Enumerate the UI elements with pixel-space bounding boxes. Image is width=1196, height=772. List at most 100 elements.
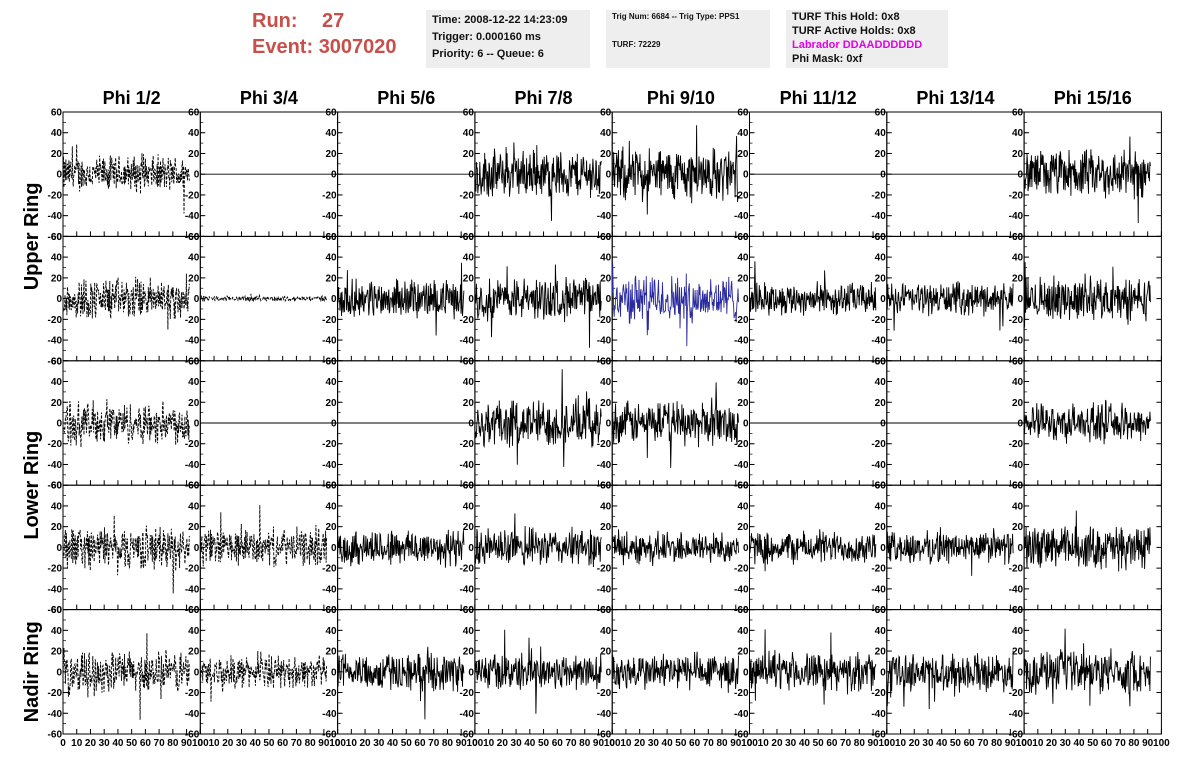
y-tick-label: -60 bbox=[1009, 481, 1024, 492]
y-tick-label: -60 bbox=[597, 730, 612, 741]
y-tick-label: -20 bbox=[48, 315, 63, 326]
y-tick-label: 60 bbox=[325, 605, 337, 616]
y-tick-label: -60 bbox=[459, 356, 474, 367]
y-tick-label: -40 bbox=[871, 709, 886, 720]
y-tick-label: 20 bbox=[325, 273, 337, 284]
y-tick-label: 60 bbox=[325, 481, 337, 492]
y-tick-label: 60 bbox=[875, 108, 887, 119]
y-tick-label: 20 bbox=[1012, 398, 1024, 409]
column-title: Phi 3/4 bbox=[240, 88, 298, 108]
y-tick-label: 60 bbox=[463, 481, 475, 492]
x-tick-label: 90 bbox=[1005, 738, 1017, 749]
y-tick-label: 0 bbox=[56, 419, 62, 430]
waveform-trace bbox=[1023, 136, 1151, 224]
x-tick-label: 40 bbox=[524, 738, 536, 749]
time-text: Time: 2008-12-22 14:23:09 bbox=[432, 14, 568, 26]
y-tick-label: -60 bbox=[871, 232, 886, 243]
x-tick-label: 0 bbox=[609, 738, 615, 749]
y-tick-label: 0 bbox=[194, 170, 200, 181]
waveform-trace bbox=[337, 262, 465, 336]
y-tick-label: 20 bbox=[325, 522, 337, 533]
run-label: Run: bbox=[252, 10, 298, 32]
y-tick-label: 0 bbox=[1018, 170, 1024, 181]
y-tick-label: -20 bbox=[597, 315, 612, 326]
y-tick-label: -60 bbox=[185, 605, 200, 616]
y-tick-label: -60 bbox=[185, 730, 200, 741]
y-tick-label: -40 bbox=[597, 336, 612, 347]
waveform-trace bbox=[62, 399, 190, 448]
y-tick-label: 20 bbox=[875, 273, 887, 284]
y-tick-label: 40 bbox=[463, 253, 475, 264]
y-tick-label: -40 bbox=[1009, 709, 1024, 720]
y-tick-label: -20 bbox=[734, 190, 749, 201]
y-tick-label: -40 bbox=[597, 211, 612, 222]
y-tick-label: 40 bbox=[737, 128, 749, 139]
y-tick-label: -40 bbox=[734, 211, 749, 222]
y-tick-label: -60 bbox=[871, 356, 886, 367]
x-tick-label: 20 bbox=[909, 738, 921, 749]
turf-info-panel: TURF This Hold: 0x8 TURF Active Holds: 0… bbox=[786, 10, 948, 68]
y-tick-label: 0 bbox=[743, 419, 749, 430]
y-tick-label: -20 bbox=[322, 688, 337, 699]
x-tick-label: 50 bbox=[401, 738, 413, 749]
y-tick-label: -40 bbox=[459, 460, 474, 471]
x-tick-label: 20 bbox=[771, 738, 783, 749]
y-tick-label: -40 bbox=[322, 211, 337, 222]
x-tick-label: 90 bbox=[456, 738, 468, 749]
x-tick-label: 80 bbox=[167, 738, 179, 749]
x-tick-label: 40 bbox=[387, 738, 399, 749]
column-title: Phi 5/6 bbox=[377, 88, 435, 108]
y-tick-label: -20 bbox=[1009, 315, 1024, 326]
waveform-trace bbox=[886, 527, 1014, 576]
y-tick-label: 20 bbox=[463, 273, 475, 284]
y-tick-label: 60 bbox=[737, 605, 749, 616]
y-tick-label: 40 bbox=[875, 377, 887, 388]
y-tick-label: 60 bbox=[188, 481, 200, 492]
y-tick-label: -40 bbox=[459, 336, 474, 347]
y-tick-label: -60 bbox=[185, 232, 200, 243]
y-tick-label: 20 bbox=[51, 149, 63, 160]
y-tick-label: -60 bbox=[734, 730, 749, 741]
priority-text: Priority: 6 -- Queue: 6 bbox=[432, 48, 544, 60]
y-tick-label: 0 bbox=[1018, 667, 1024, 678]
waveform-trace bbox=[749, 629, 877, 705]
x-tick-label: 70 bbox=[977, 738, 989, 749]
y-tick-label: 20 bbox=[1012, 522, 1024, 533]
y-tick-label: 60 bbox=[463, 108, 475, 119]
y-tick-label: -40 bbox=[734, 460, 749, 471]
y-tick-label: -60 bbox=[1009, 356, 1024, 367]
y-tick-label: -60 bbox=[48, 232, 63, 243]
x-tick-label: 0 bbox=[747, 738, 753, 749]
x-tick-label: 60 bbox=[826, 738, 838, 749]
y-tick-label: -40 bbox=[597, 709, 612, 720]
y-tick-label: -40 bbox=[734, 336, 749, 347]
waveform-trace bbox=[611, 263, 739, 347]
y-tick-label: 20 bbox=[875, 149, 887, 160]
x-tick-label: 100 bbox=[467, 738, 484, 749]
x-tick-label: 20 bbox=[1046, 738, 1058, 749]
y-tick-label: -40 bbox=[871, 211, 886, 222]
y-tick-label: -60 bbox=[322, 730, 337, 741]
waveform-trace bbox=[200, 650, 328, 702]
y-tick-label: -60 bbox=[1009, 232, 1024, 243]
y-tick-label: 20 bbox=[600, 522, 612, 533]
y-tick-label: 0 bbox=[880, 294, 886, 305]
y-tick-label: -40 bbox=[597, 584, 612, 595]
y-tick-label: -60 bbox=[734, 481, 749, 492]
x-tick-label: 100 bbox=[1016, 738, 1033, 749]
y-tick-label: 20 bbox=[325, 398, 337, 409]
x-tick-label: 90 bbox=[593, 738, 605, 749]
x-tick-label: 90 bbox=[318, 738, 330, 749]
y-tick-label: -60 bbox=[322, 481, 337, 492]
x-tick-label: 80 bbox=[579, 738, 591, 749]
y-tick-label: 40 bbox=[875, 501, 887, 512]
run-event-box: Run: 27 Event: 3007020 bbox=[252, 8, 397, 60]
x-tick-label: 50 bbox=[538, 738, 550, 749]
y-tick-label: 20 bbox=[51, 522, 63, 533]
y-tick-label: 20 bbox=[51, 398, 63, 409]
y-tick-label: -20 bbox=[734, 315, 749, 326]
y-tick-label: -40 bbox=[871, 336, 886, 347]
waveform-trace bbox=[1023, 628, 1151, 707]
y-tick-label: -60 bbox=[597, 481, 612, 492]
